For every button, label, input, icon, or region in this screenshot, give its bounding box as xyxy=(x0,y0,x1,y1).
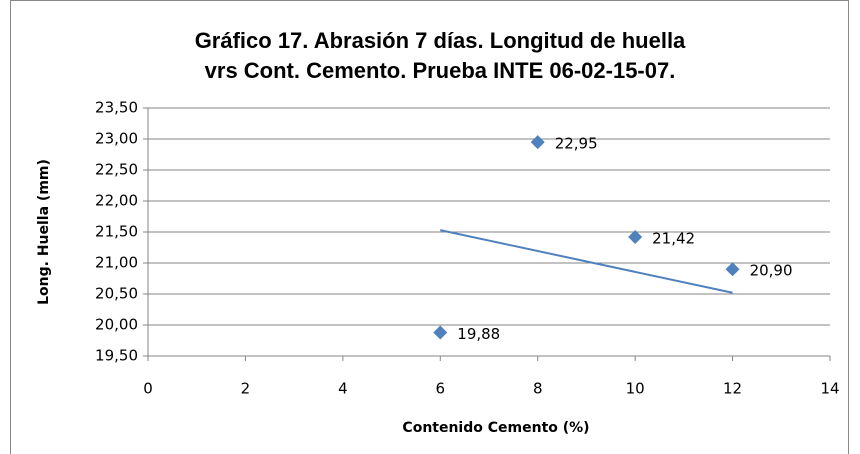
x-tick-label: 0 xyxy=(143,380,153,398)
x-tick-label: 10 xyxy=(626,380,645,398)
x-tick-label: 14 xyxy=(820,380,839,398)
point xyxy=(433,325,448,340)
y-tick-label: 20,00 xyxy=(95,316,138,334)
x-tick-label: 8 xyxy=(533,380,543,398)
chart-border xyxy=(10,0,849,454)
trendline xyxy=(440,229,733,294)
y-tick-label: 22,00 xyxy=(95,192,138,210)
y-axis-title: Long. Huella (mm) xyxy=(36,159,52,305)
data-label: 19,88 xyxy=(457,325,500,343)
y-tick-label: 23,50 xyxy=(95,99,138,117)
x-tick-label: 2 xyxy=(241,380,251,398)
data-label: 22,95 xyxy=(555,135,598,153)
point xyxy=(530,135,545,150)
x-tick-label: 12 xyxy=(723,380,742,398)
chart-title: Gráfico 17. Abrasión 7 días. Longitud de… xyxy=(195,28,686,53)
y-tick-label: 21,50 xyxy=(95,223,138,241)
data-label: 21,42 xyxy=(652,229,695,247)
data-label: 20,90 xyxy=(750,262,793,280)
y-tick-label: 21,00 xyxy=(95,254,138,272)
chart-title: vrs Cont. Cemento. Prueba INTE 06-02-15-… xyxy=(205,58,676,83)
x-tick-label: 6 xyxy=(436,380,446,398)
x-axis-title: Contenido Cemento (%) xyxy=(402,420,589,436)
y-tick-label: 22,50 xyxy=(95,161,138,179)
point xyxy=(628,229,643,244)
point xyxy=(725,262,740,277)
y-tick-label: 20,50 xyxy=(95,285,138,303)
x-tick-label: 4 xyxy=(338,380,348,398)
y-tick-label: 19,50 xyxy=(95,347,138,365)
y-tick-label: 23,00 xyxy=(95,130,138,148)
